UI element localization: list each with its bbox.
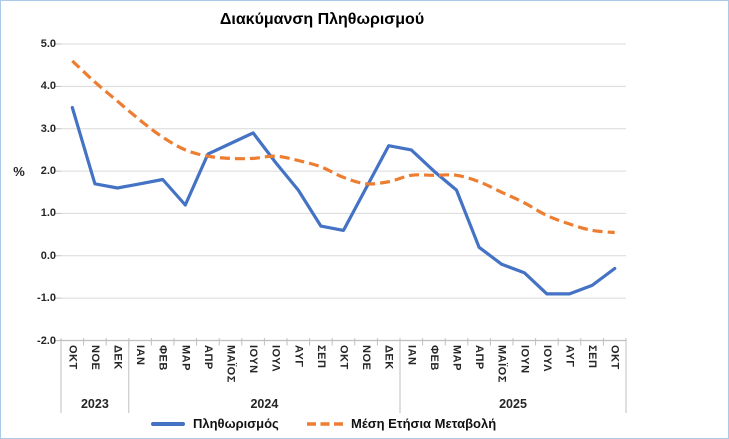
year-label: 2023 (80, 397, 109, 411)
y-axis-tick-label: 4.0 (40, 80, 56, 93)
x-axis-month-label: ΣΕΠ (586, 345, 599, 369)
y-axis-tick-label: 1.0 (40, 207, 56, 220)
x-axis-month-label: ΜΑΡ (450, 345, 463, 371)
y-axis-unit-label: % (13, 164, 25, 179)
x-axis-month-label: ΑΥΓ (292, 345, 305, 368)
x-axis-month-label: ΣΕΠ (314, 345, 327, 369)
x-axis-month-label: ΑΥΓ (563, 345, 576, 368)
x-axis-month-label: ΔΕΚ (382, 345, 395, 370)
average-annual-change-line (71, 59, 615, 235)
x-axis-month-label: ΝΟΕ (88, 345, 101, 371)
x-axis-month-label: ΙΟΥΛ (540, 345, 553, 372)
y-axis-tick-label: 0.0 (40, 249, 56, 262)
legend-label-inflation: Πληθωρισμός (193, 416, 279, 431)
x-axis-month-label: ΑΠΡ (473, 345, 486, 370)
year-label: 2025 (499, 397, 527, 411)
legend-label-average: Μέση Ετήσια Μεταβολή (351, 416, 497, 431)
y-axis-tick-label: 2.0 (40, 165, 56, 178)
y-axis-tick-label: 3.0 (40, 122, 56, 135)
x-axis-month-label: ΦΕΒ (427, 345, 440, 371)
y-axis-tick-label: -2.0 (37, 334, 56, 347)
x-axis-month-label: ΜΑΪΟΣ (224, 345, 237, 383)
x-axis-month-label: ΟΚΤ (337, 345, 350, 370)
x-axis-month-label: ΙΑΝ (134, 345, 147, 366)
x-axis-month-label: ΜΑΡ (179, 345, 192, 371)
x-axis-month-label: ΝΟΕ (360, 345, 373, 371)
inflation-line (70, 105, 617, 296)
chart-title: Διακύμανση Πληθωρισμού (219, 11, 425, 28)
x-axis-month-label: ΑΠΡ (201, 345, 214, 370)
y-axis-tick-label: 5.0 (40, 38, 56, 50)
year-label: 2024 (250, 397, 279, 411)
x-axis-month-label: ΜΑΪΟΣ (495, 345, 508, 383)
x-axis-month-label: ΦΕΒ (156, 345, 169, 371)
x-axis-month-label: ΟΚΤ (608, 345, 621, 370)
x-axis-month-label: ΙΟΥΛ (269, 345, 282, 372)
x-axis-month-label: ΙΟΥΝ (247, 345, 260, 374)
x-axis-month-label: ΟΚΤ (66, 345, 79, 370)
inflation-line-swatch (151, 422, 185, 426)
average-line-swatch (307, 422, 343, 426)
x-axis-month-label: ΙΑΝ (405, 345, 418, 366)
y-axis-tick-label: -1.0 (37, 292, 56, 305)
x-axis-month-label: ΔΕΚ (111, 345, 124, 370)
x-axis-month-label: ΙΟΥΝ (518, 345, 531, 374)
